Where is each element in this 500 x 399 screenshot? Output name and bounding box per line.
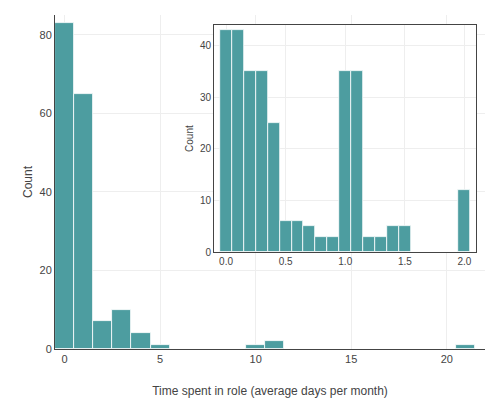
svg-text:Count: Count (21, 165, 35, 198)
svg-text:1.0: 1.0 (338, 256, 352, 267)
svg-text:30: 30 (200, 92, 212, 103)
svg-text:0: 0 (46, 343, 52, 355)
svg-text:15: 15 (345, 353, 357, 365)
svg-text:60: 60 (40, 107, 52, 119)
svg-text:0: 0 (206, 247, 212, 258)
svg-text:10: 10 (250, 353, 262, 365)
svg-text:1.5: 1.5 (398, 256, 412, 267)
svg-text:0.5: 0.5 (279, 256, 293, 267)
svg-text:40: 40 (40, 186, 52, 198)
svg-text:Count: Count (184, 125, 195, 152)
svg-text:80: 80 (40, 29, 52, 41)
svg-text:5: 5 (157, 353, 163, 365)
svg-text:20: 20 (40, 264, 52, 276)
svg-text:0.0: 0.0 (219, 256, 233, 267)
svg-text:10: 10 (200, 195, 212, 206)
svg-text:20: 20 (200, 143, 212, 154)
svg-text:20: 20 (441, 353, 453, 365)
svg-text:Time spent in role (average da: Time spent in role (average days per mon… (152, 384, 388, 398)
svg-text:40: 40 (200, 40, 212, 51)
svg-text:2.0: 2.0 (458, 256, 472, 267)
svg-text:0: 0 (61, 353, 67, 365)
